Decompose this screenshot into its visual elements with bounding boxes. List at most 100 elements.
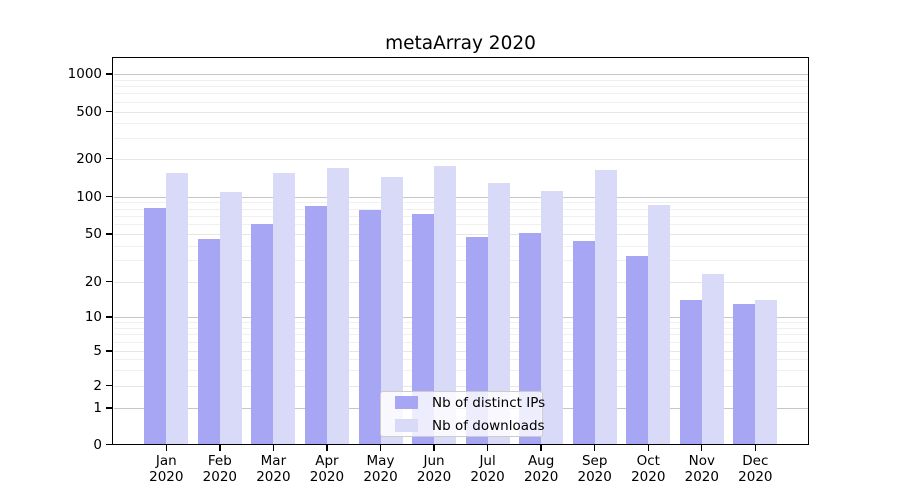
bar-downloads-jun — [434, 165, 457, 445]
y-tick-mark-50 — [106, 233, 112, 235]
gridline-1000 — [113, 74, 808, 75]
x-tick-mark-may — [379, 444, 382, 451]
y-tick-label-200: 200 — [76, 150, 102, 167]
gridline-90 — [113, 202, 808, 204]
bar-downloads-jul — [487, 183, 510, 445]
x-tick-mark-jun — [433, 444, 435, 451]
y-tick-label-5: 5 — [93, 343, 102, 359]
y-tick-label-1000: 1000 — [67, 66, 102, 82]
x-tick-mark-oct — [647, 444, 649, 451]
bar-distinct-ips-may — [358, 209, 381, 445]
x-tick-label-oct: Oct 2020 — [631, 452, 666, 486]
gridline-900 — [113, 79, 808, 81]
bar-downloads-mar — [273, 172, 296, 445]
gridline-10 — [113, 317, 808, 318]
x-tick-label-jan: Jan 2020 — [149, 452, 184, 486]
bar-distinct-ips-nov — [679, 299, 702, 445]
gridline-800 — [113, 86, 808, 88]
x-tick-mark-nov — [701, 444, 703, 451]
legend-swatch-downloads — [395, 419, 418, 432]
y-tick-label-500: 500 — [76, 103, 102, 120]
y-tick-mark-5 — [106, 350, 112, 352]
gridline-500 — [113, 111, 808, 113]
gridline-80 — [113, 208, 808, 210]
x-tick-mark-mar — [272, 444, 275, 451]
gridline-5 — [113, 351, 808, 352]
bar-distinct-ips-mar — [251, 224, 274, 445]
x-tick-mark-dec — [754, 444, 757, 451]
gridline-30 — [113, 260, 808, 262]
legend: Nb of distinct IPs Nb of downloads — [380, 391, 545, 437]
y-tick-label-20: 20 — [84, 273, 102, 290]
x-tick-label-may: May 2020 — [363, 452, 398, 486]
x-tick-label-sep: Sep 2020 — [577, 452, 612, 486]
gridline-100 — [113, 196, 808, 198]
y-tick-mark-20 — [106, 280, 112, 283]
y-tick-mark-0 — [106, 443, 112, 446]
legend-entry-distinct-ips: Nb of distinct IPs — [389, 395, 545, 411]
bar-distinct-ips-jan — [144, 207, 167, 445]
gridline-9 — [113, 322, 808, 324]
y-tick-mark-100 — [106, 195, 112, 198]
x-tick-label-feb: Feb 2020 — [202, 452, 238, 486]
gridline-6 — [113, 342, 808, 344]
bar-downloads-apr — [326, 168, 349, 445]
bar-distinct-ips-oct — [626, 255, 649, 445]
legend-swatch-distinct-ips — [395, 396, 418, 409]
gridline-400 — [113, 122, 808, 124]
x-tick-mark-jan — [165, 444, 167, 451]
y-tick-mark-1 — [106, 407, 112, 409]
bar-downloads-may — [380, 177, 403, 445]
x-tick-mark-jul — [486, 444, 489, 451]
y-tick-mark-200 — [106, 157, 112, 160]
gridline-8 — [113, 327, 808, 329]
x-tick-mark-apr — [326, 444, 328, 451]
y-tick-label-0: 0 — [93, 436, 102, 453]
legend-label-downloads: Nb of downloads — [432, 417, 545, 434]
x-tick-label-jul: Jul 2020 — [470, 452, 505, 486]
legend-label-distinct-ips: Nb of distinct IPs — [432, 394, 546, 411]
bar-distinct-ips-apr — [304, 205, 327, 445]
bar-downloads-jan — [166, 172, 189, 445]
gridline-50 — [113, 234, 808, 235]
bar-downloads-feb — [219, 192, 242, 445]
gridline-3 — [113, 370, 808, 372]
gridline-2 — [113, 385, 808, 387]
y-tick-mark-1000 — [106, 73, 112, 75]
x-tick-label-jun: Jun 2020 — [416, 452, 452, 486]
bar-distinct-ips-dec — [733, 303, 756, 445]
bar-distinct-ips-feb — [197, 239, 220, 445]
y-tick-mark-500 — [106, 110, 112, 113]
bar-distinct-ips-sep — [572, 240, 595, 445]
y-tick-mark-2 — [106, 384, 112, 387]
legend-entry-downloads: Nb of downloads — [389, 418, 545, 434]
gridline-600 — [113, 101, 808, 103]
y-tick-mark-10 — [106, 316, 112, 318]
gridline-300 — [113, 137, 808, 139]
y-tick-label-10: 10 — [84, 309, 102, 325]
bar-downloads-dec — [755, 299, 778, 445]
y-tick-label-50: 50 — [84, 226, 102, 242]
bar-downloads-oct — [648, 205, 671, 445]
bar-downloads-sep — [594, 170, 617, 445]
gridline-20 — [113, 281, 808, 283]
x-tick-label-apr: Apr 2020 — [309, 452, 345, 486]
gridline-700 — [113, 93, 808, 95]
x-tick-label-nov: Nov 2020 — [684, 452, 719, 486]
y-tick-label-100: 100 — [76, 188, 102, 205]
x-tick-mark-sep — [594, 444, 596, 451]
bar-downloads-nov — [701, 274, 724, 445]
bar-downloads-aug — [541, 190, 564, 445]
x-tick-mark-feb — [219, 444, 221, 451]
x-tick-label-aug: Aug 2020 — [523, 452, 559, 486]
x-tick-label-mar: Mar 2020 — [256, 452, 291, 486]
gridline-40 — [113, 245, 808, 247]
y-tick-label-1: 1 — [93, 400, 102, 416]
chart-title: metaArray 2020 — [385, 33, 536, 54]
x-tick-label-dec: Dec 2020 — [738, 452, 773, 486]
gridline-70 — [113, 215, 808, 217]
gridline-7 — [113, 334, 808, 336]
x-tick-mark-aug — [540, 444, 542, 451]
gridline-4 — [113, 359, 808, 361]
